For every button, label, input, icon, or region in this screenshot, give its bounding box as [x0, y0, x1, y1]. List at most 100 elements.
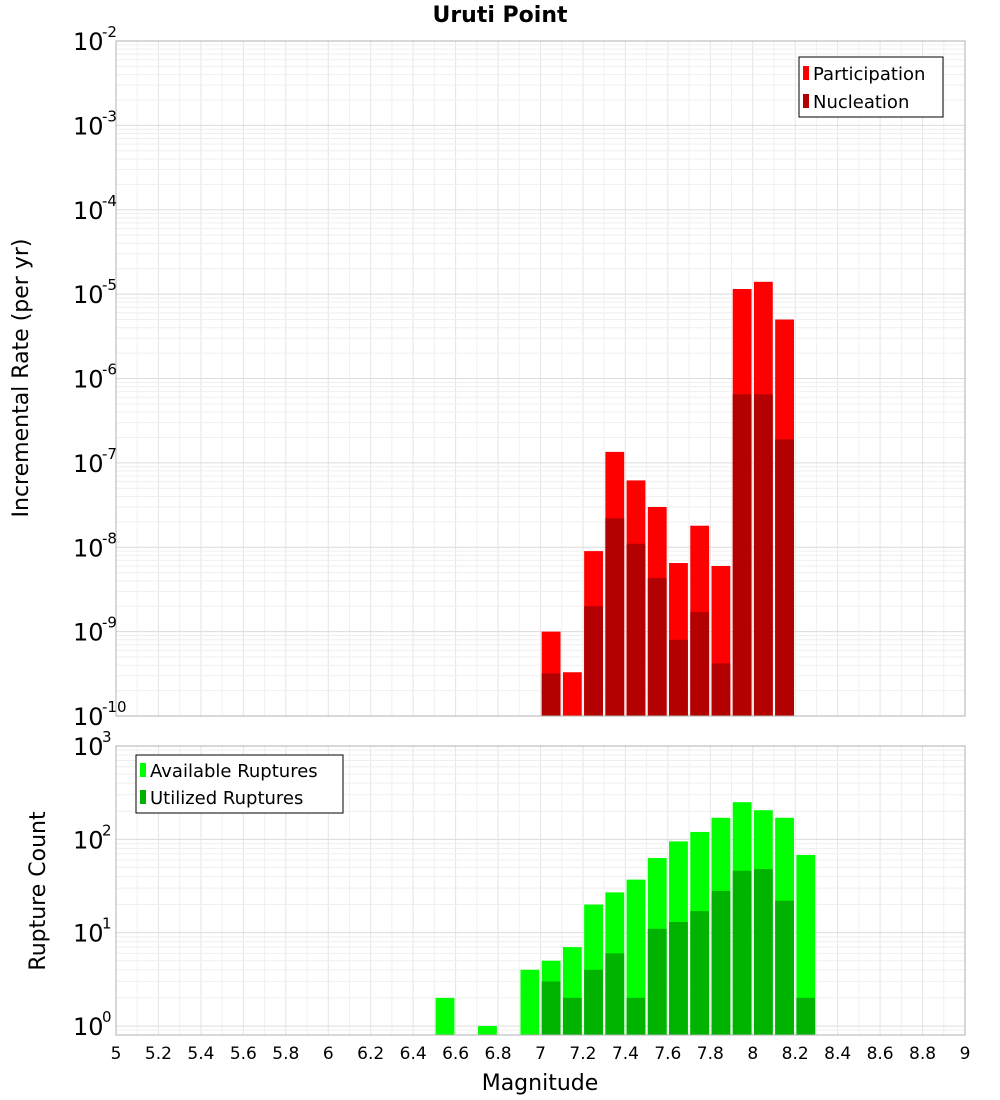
- bar-nucleation: [711, 663, 731, 716]
- x-tick-label: 5.8: [272, 1044, 299, 1064]
- y-tick-label: 10: [73, 826, 104, 854]
- y-tick-exponent: -6: [102, 361, 117, 379]
- bar-utilized-ruptures: [669, 922, 688, 1035]
- x-tick-label: 6: [323, 1044, 334, 1064]
- x-tick-label: 8.2: [782, 1044, 809, 1064]
- bar-utilized-ruptures: [626, 997, 646, 1035]
- y-tick-label: 10: [73, 619, 104, 647]
- x-tick-label: 6.6: [442, 1044, 469, 1064]
- x-tick-label: 5.6: [230, 1044, 257, 1064]
- x-tick-label: 6.2: [357, 1044, 384, 1064]
- y-tick-exponent: -5: [102, 276, 117, 294]
- bar-available-ruptures: [796, 854, 816, 1035]
- y-tick-exponent: 3: [102, 728, 112, 746]
- y-tick-exponent: 1: [102, 915, 112, 933]
- y-tick-label: 10: [73, 281, 104, 309]
- bar-nucleation: [584, 606, 603, 716]
- x-axis-label: Magnitude: [482, 1071, 599, 1096]
- bar-participation: [562, 672, 582, 716]
- bar-utilized-ruptures: [732, 870, 752, 1035]
- y-tick-exponent: 2: [102, 821, 112, 839]
- x-tick-label: 5.4: [187, 1044, 214, 1064]
- x-tick-label: 6.4: [400, 1044, 427, 1064]
- bar-nucleation: [541, 673, 561, 716]
- bar-utilized-ruptures: [775, 900, 794, 1035]
- x-tick-label: 5: [111, 1044, 122, 1064]
- legend-label-participation: Participation: [813, 64, 925, 85]
- top-plot-bars: [541, 281, 794, 716]
- bar-nucleation: [753, 394, 773, 716]
- top-legend: Participation Nucleation: [798, 56, 944, 118]
- bar-utilized-ruptures: [796, 997, 816, 1035]
- legend-swatch-nucleation: [803, 94, 809, 108]
- bar-utilized-ruptures: [690, 911, 710, 1035]
- y-tick-exponent: -2: [102, 23, 117, 41]
- x-tick-label: 7.6: [654, 1044, 681, 1064]
- bar-available-ruptures: [478, 1025, 497, 1035]
- bar-utilized-ruptures: [711, 890, 731, 1035]
- top-y-tick-labels: 10-210-310-410-510-610-710-810-910-10: [73, 23, 127, 731]
- x-tick-label: 9: [960, 1044, 971, 1064]
- y-tick-label: 10: [73, 703, 104, 731]
- top-plot-gridlines: [115, 40, 966, 717]
- x-tick-label: 8: [747, 1044, 758, 1064]
- x-tick-label: 7.8: [697, 1044, 724, 1064]
- y-tick-label: 10: [73, 733, 104, 761]
- y-tick-label: 10: [73, 920, 104, 948]
- bar-utilized-ruptures: [605, 953, 625, 1035]
- x-tick-label: 7: [535, 1044, 546, 1064]
- legend-swatch-utilized-ruptures: [140, 790, 146, 804]
- bar-nucleation: [690, 612, 710, 716]
- legend-swatch-available-ruptures: [140, 763, 146, 777]
- bar-utilized-ruptures: [753, 869, 773, 1035]
- bar-nucleation: [669, 639, 688, 716]
- top-plot-frame: [115, 40, 966, 717]
- y-tick-exponent: -8: [102, 529, 117, 547]
- bar-utilized-ruptures: [647, 928, 667, 1035]
- y-tick-label: 10: [73, 197, 104, 225]
- bottom-y-axis-label: Rupture Count: [26, 811, 51, 971]
- legend-label-nucleation: Nucleation: [813, 92, 909, 113]
- y-tick-exponent: -10: [102, 698, 127, 716]
- bar-utilized-ruptures: [584, 969, 603, 1035]
- x-tick-labels: 5 5.2 5.4 5.6 5.8 6 6.2 6.4 6.6 6.8 7 7.2 7.4 7.6 7.8 8…: [111, 1044, 971, 1064]
- bottom-plot-frame: [115, 745, 966, 1036]
- y-tick-exponent: -4: [102, 192, 117, 210]
- x-tick-label: 7.2: [569, 1044, 596, 1064]
- y-tick-exponent: -7: [102, 445, 117, 463]
- y-tick-label: 10: [73, 112, 104, 140]
- y-tick-label: 10: [73, 366, 104, 394]
- bar-nucleation: [647, 578, 667, 716]
- bar-nucleation: [775, 439, 794, 716]
- legend-label-available-ruptures: Available Ruptures: [150, 761, 318, 782]
- y-tick-exponent: -3: [102, 107, 117, 125]
- y-tick-label: 10: [73, 450, 104, 478]
- bar-available-ruptures: [520, 969, 540, 1035]
- y-tick-label: 10: [73, 28, 104, 56]
- chart-title: Uruti Point: [432, 3, 568, 28]
- x-tick-label: 8.8: [909, 1044, 936, 1064]
- bar-nucleation: [732, 394, 752, 716]
- x-tick-label: 8.4: [824, 1044, 851, 1064]
- x-tick-label: 6.8: [485, 1044, 512, 1064]
- y-tick-label: 10: [73, 534, 104, 562]
- bar-nucleation: [605, 518, 625, 716]
- top-y-axis-label: Incremental Rate (per yr): [9, 239, 34, 518]
- y-tick-exponent: -9: [102, 614, 117, 632]
- bottom-plot-gridlines: [115, 745, 966, 1036]
- x-tick-label: 8.6: [867, 1044, 894, 1064]
- legend-swatch-participation: [803, 66, 809, 80]
- x-tick-label: 5.2: [145, 1044, 172, 1064]
- bottom-legend: Available Ruptures Utilized Ruptures: [135, 754, 344, 814]
- bar-available-ruptures: [435, 997, 455, 1035]
- bar-nucleation: [626, 543, 646, 716]
- y-tick-exponent: 0: [102, 1008, 112, 1026]
- bottom-legend-box: [135, 754, 344, 814]
- legend-label-utilized-ruptures: Utilized Ruptures: [150, 788, 303, 809]
- bar-utilized-ruptures: [562, 997, 582, 1035]
- top-legend-box: [798, 56, 944, 118]
- bar-utilized-ruptures: [541, 981, 561, 1035]
- bar-available-ruptures: [626, 879, 646, 1035]
